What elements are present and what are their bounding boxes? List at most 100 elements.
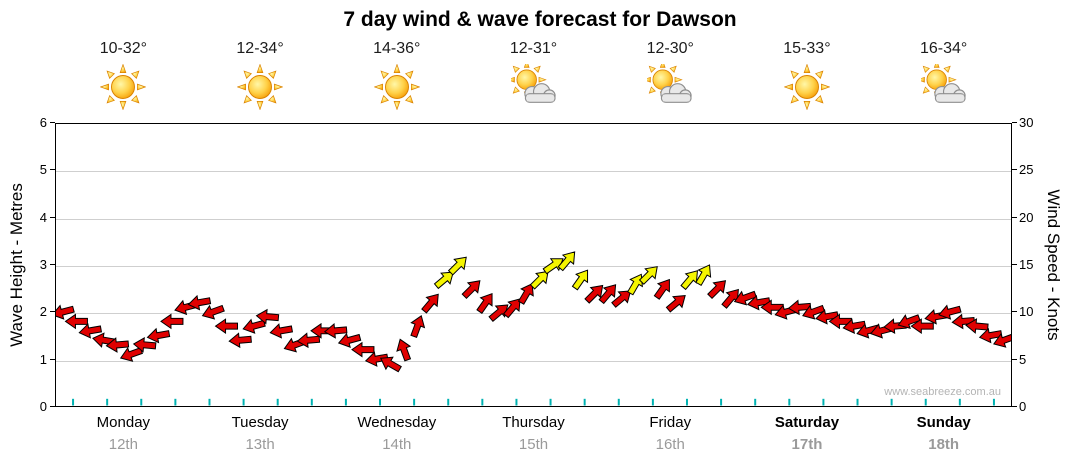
axis-tick	[1012, 311, 1017, 313]
weather-icon-thursday	[465, 64, 602, 112]
sun-cloud-icon	[511, 64, 557, 110]
wind-arrow	[910, 318, 934, 335]
wind-arrow	[296, 332, 321, 349]
day-name-thursday: Thursday	[502, 414, 565, 431]
page-title: 7 day wind & wave forecast for Dawson	[343, 8, 737, 31]
wind-arrow	[951, 313, 975, 330]
temp-range-tuesday: 12-34°	[236, 40, 284, 57]
axis-tick	[50, 406, 55, 407]
wind-arrow	[653, 278, 670, 300]
weather-icon-tuesday	[192, 64, 329, 112]
wind-arrow	[56, 304, 75, 320]
day-name-monday: Monday	[96, 414, 151, 431]
wind-arrow	[187, 294, 212, 311]
wind-arrow	[965, 318, 989, 334]
weather-icon-monday	[55, 64, 192, 112]
wind-arrow	[160, 313, 184, 330]
sun-icon	[100, 64, 146, 110]
y-axis-tick-label-right: 25	[1019, 162, 1034, 178]
watermark: www.seabreeze.com.au	[884, 386, 1001, 398]
axis-tick	[50, 216, 55, 218]
day-label-thursday: Thursday 15th	[465, 414, 602, 453]
wind-arrow	[379, 356, 402, 373]
y-axis-tick-label-right: 20	[1019, 209, 1034, 225]
day-header-saturday: 15-33°	[739, 40, 876, 112]
axis-tick	[1012, 406, 1017, 407]
wind-arrow	[351, 341, 375, 358]
weather-icon-saturday	[739, 64, 876, 112]
wind-arrow	[787, 299, 812, 316]
wind-arrow	[721, 288, 739, 309]
temp-range-sunday: 16-34°	[920, 40, 968, 57]
y-axis-tick-label-left: 3	[39, 257, 47, 272]
wind-arrow	[105, 337, 130, 353]
wind-arrow	[132, 336, 157, 353]
wind-arrow	[746, 294, 771, 311]
axis-tick	[1012, 122, 1017, 123]
y-axis-tick-label-right: 5	[1019, 351, 1027, 367]
axis-tick	[1012, 169, 1017, 171]
wind-arrow	[938, 304, 962, 320]
axis-tick	[1012, 216, 1017, 218]
day-label-monday: Monday 12th	[55, 414, 192, 453]
wind-arrow	[993, 332, 1011, 348]
wind-arrow	[598, 284, 617, 305]
wind-arrow	[571, 269, 589, 291]
axis-tick	[1012, 358, 1017, 360]
axis-tick	[50, 264, 55, 265]
wind-arrow	[760, 299, 784, 316]
wind-arrow	[557, 251, 576, 272]
wind-arrow	[828, 313, 852, 330]
day-header-thursday: 12-31°	[465, 40, 602, 112]
wind-arrow	[897, 314, 921, 329]
wind-arrow	[396, 338, 412, 362]
day-header-tuesday: 12-34°	[192, 40, 329, 112]
y-axis-tick-label-right: 15	[1019, 257, 1034, 272]
sun-icon	[784, 64, 830, 110]
wind-arrow	[337, 332, 362, 348]
day-label-friday: Friday 16th	[602, 414, 739, 453]
y-axis-tick-label-right: 10	[1019, 304, 1034, 320]
y-axis-tick-label-left: 6	[39, 115, 47, 130]
wind-arrow	[733, 290, 757, 306]
day-name-tuesday: Tuesday	[231, 414, 289, 431]
day-date-wednesday: 14th	[382, 436, 412, 453]
day-label-saturday: Saturday 17th	[739, 414, 876, 453]
wind-arrow	[802, 304, 826, 320]
day-label-wednesday: Wednesday 14th	[328, 414, 465, 453]
day-label-tuesday: Tuesday 13th	[192, 414, 329, 453]
sun-cloud-icon	[647, 64, 693, 110]
y-axis-tick-label-left: 1	[39, 351, 47, 367]
sun-cloud-icon	[921, 64, 967, 110]
gridline	[56, 360, 1011, 362]
wind-arrow	[255, 308, 280, 325]
wind-arrow	[680, 270, 699, 291]
y-axis-tick-label-left: 0	[39, 399, 47, 414]
wind-arrow	[461, 280, 481, 300]
wind-arrow	[242, 318, 266, 334]
sun-icon	[237, 64, 283, 110]
day-label-sunday: Sunday 18th	[875, 414, 1012, 453]
wind-arrow	[64, 313, 88, 330]
wind-arrow	[665, 295, 686, 313]
temp-range-wednesday: 14-36°	[373, 40, 421, 57]
weather-icon-wednesday	[328, 64, 465, 112]
day-date-saturday: 17th	[791, 436, 823, 453]
day-header-friday: 12-30°	[602, 40, 739, 112]
gridline	[56, 218, 1011, 220]
wind-arrow	[323, 322, 348, 339]
day-date-sunday: 18th	[928, 436, 960, 453]
wind-arrow	[517, 282, 534, 305]
wind-arrow	[476, 292, 493, 314]
day-header-monday: 10-32°	[55, 40, 192, 112]
gridline	[56, 313, 1011, 315]
gridline	[56, 266, 1011, 267]
axis-tick	[1012, 264, 1017, 265]
axis-tick	[50, 311, 55, 313]
wind-arrow	[529, 270, 549, 290]
day-name-saturday: Saturday	[774, 414, 840, 431]
temp-range-saturday: 15-33°	[783, 40, 831, 57]
wind-arrow	[410, 315, 426, 339]
wind-arrow	[842, 318, 867, 334]
